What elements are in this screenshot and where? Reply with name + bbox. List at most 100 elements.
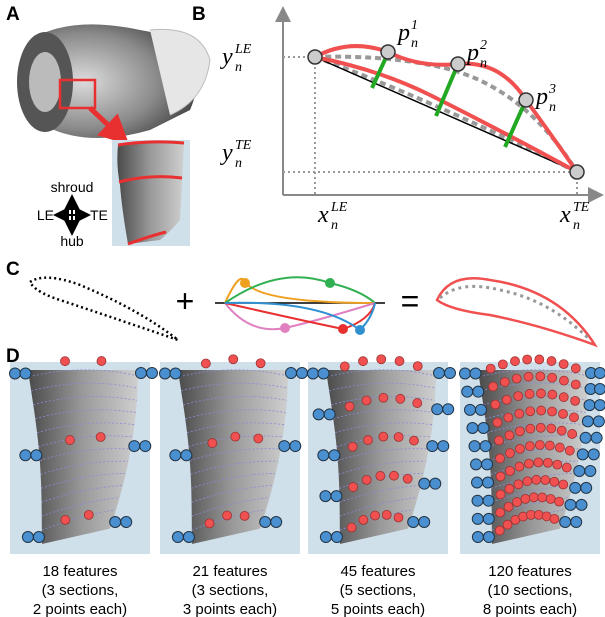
blue-point [408,517,419,528]
red-point [515,444,524,453]
blue-point [472,532,483,543]
feature-panels [10,355,605,554]
red-point [347,523,356,532]
red-point [562,463,571,472]
red-point [359,357,368,366]
blue-point [296,368,307,379]
red-point [403,474,412,483]
blue-point [576,499,587,510]
blue-point [565,499,576,510]
panel-label: A [6,4,20,25]
blue-point [331,532,342,543]
blue-point [33,532,44,543]
math-base: p [534,84,548,110]
red-point [555,497,564,506]
red-point [505,466,514,475]
red-point [532,475,541,484]
red-point [545,441,554,450]
red-point [535,441,544,450]
blue-point [443,404,454,415]
operator: + [176,283,195,319]
red-point [349,483,358,492]
red-point [505,431,514,440]
red-point [514,392,523,401]
blue-point [419,517,430,528]
red-point [496,472,505,481]
red-point [362,475,371,484]
red-point [548,390,557,399]
red-point [502,395,511,404]
blue-point [110,517,121,528]
panel-label: B [192,4,206,25]
blue-point [318,368,329,379]
blue-point [472,477,483,488]
blue-point [469,441,480,452]
red-point [548,407,557,416]
blue-point [577,449,588,460]
red-point [495,526,504,535]
caption: 2 points each) [33,601,127,617]
blue-point [121,517,132,528]
math-sub: n [411,36,418,51]
red-point [571,396,580,405]
red-point [515,427,524,436]
red-point [529,493,538,502]
red-point [555,443,564,452]
red-point [505,484,514,493]
red-point [504,502,513,511]
blue-point [430,478,441,489]
red-point [513,498,522,507]
caption: 18 features [42,563,117,580]
red-point [390,471,399,480]
red-point [376,471,385,480]
red-point [559,360,568,369]
red-point [413,362,422,371]
caption: 3 points each) [183,601,277,617]
blue-point [10,368,21,379]
blue-point [285,368,296,379]
red-point [96,433,105,442]
red-point [229,355,238,364]
math-base: p [465,40,479,66]
red-point [511,357,520,366]
blue-point [593,416,604,427]
math-sup: 1 [411,18,418,33]
red-point [379,393,388,402]
blue-point [470,368,481,379]
red-point [394,433,403,442]
blue-point [472,513,483,524]
red-point [524,372,533,381]
red-point [524,459,533,468]
red-point [340,362,349,371]
blue-point [595,384,605,395]
red-point [559,480,568,489]
red-point [486,364,495,373]
blue-point [172,532,183,543]
red-point [503,520,512,529]
red-point [371,511,380,520]
blue-point [433,368,444,379]
red-point [515,462,524,471]
red-point [205,519,214,528]
blue-point [595,368,605,379]
red-point [379,432,388,441]
math-sub: n [573,218,580,233]
blue-point [329,450,340,461]
red-point [61,515,70,524]
red-point [500,378,509,387]
blue-point [467,423,478,434]
caption: 5 points each) [331,601,425,617]
red-point [65,436,74,445]
caption: 120 features [488,563,571,580]
red-point [496,490,505,499]
math-sup: TE [573,200,590,215]
blue-point [279,441,290,452]
red-point [548,373,557,382]
blue-point [483,513,494,524]
math-base: x [317,202,329,228]
red-point [493,418,502,427]
math-sup: LE [330,200,348,215]
math-sub: n [549,100,556,115]
red-point [489,382,498,391]
composition [30,277,595,345]
